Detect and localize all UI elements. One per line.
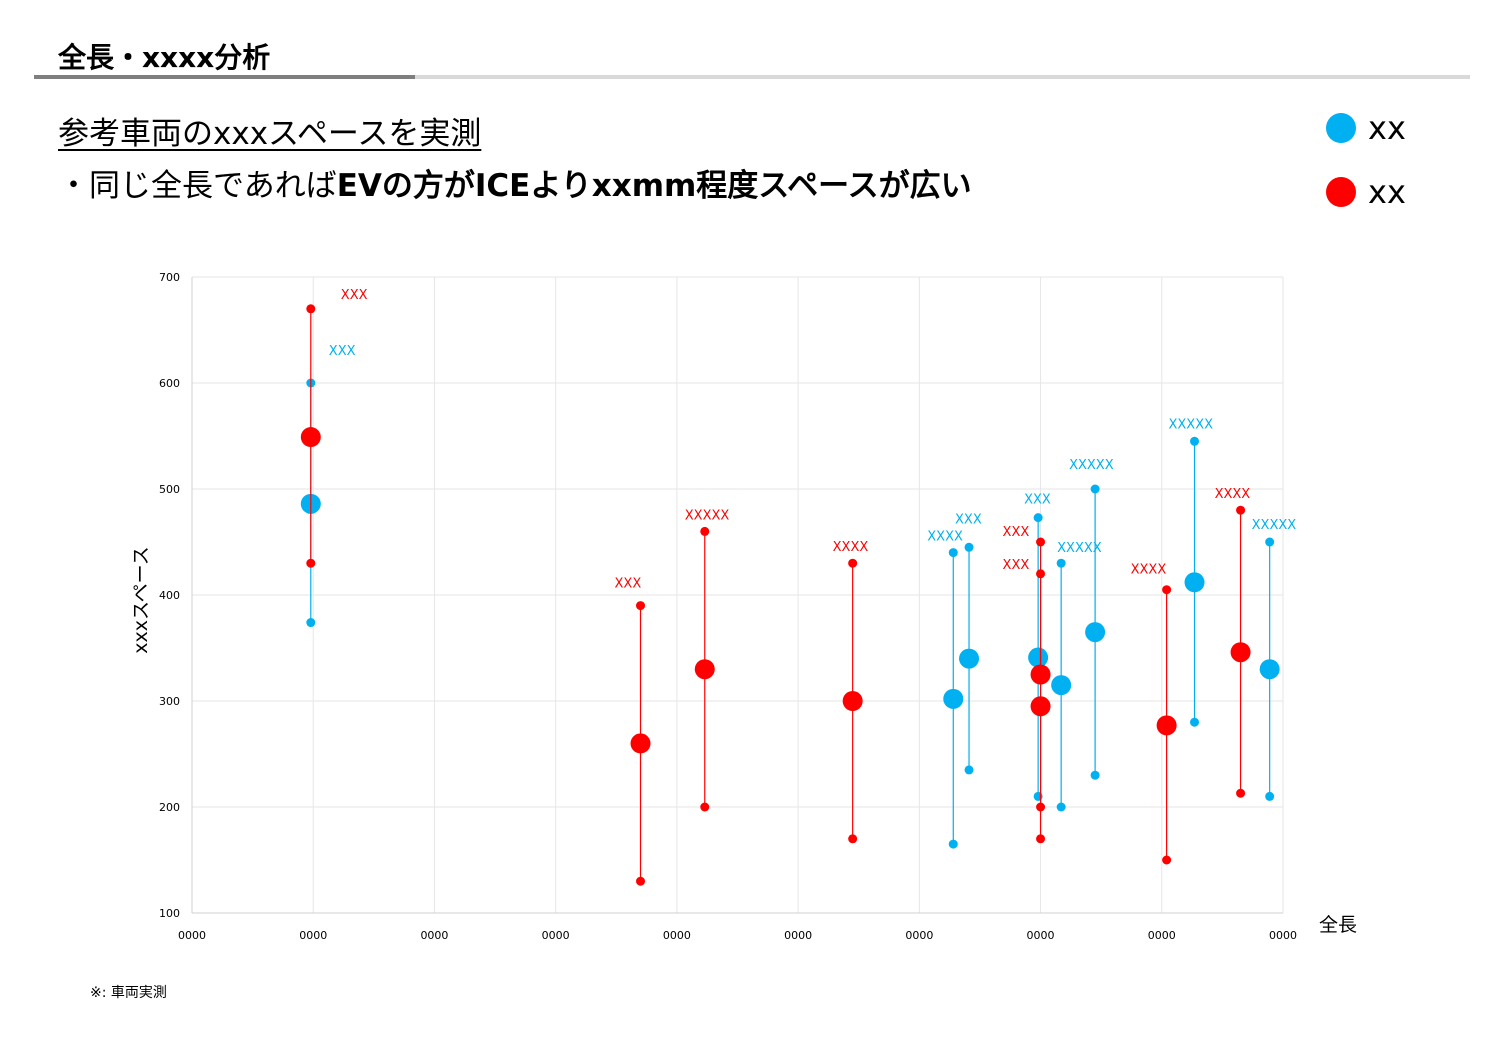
max-point (964, 542, 974, 552)
legend-item-red: xx (1326, 160, 1406, 224)
max-point (1265, 537, 1275, 547)
data-label: XXX (1003, 525, 1030, 540)
min-point (1090, 770, 1100, 780)
y-tick-label: 100 (159, 907, 180, 920)
max-point (1236, 505, 1246, 515)
x-tick-label: 0000 (1148, 929, 1176, 942)
data-label: XXXX (927, 530, 963, 545)
page-title: 全長・xxxx分析 (58, 41, 271, 74)
min-point (1033, 791, 1043, 801)
max-point (1090, 484, 1100, 494)
mid-point (1230, 642, 1251, 663)
data-label: XXX (955, 512, 982, 527)
x-tick-label: 0000 (1027, 929, 1055, 942)
mid-point (1085, 622, 1106, 643)
max-point (948, 548, 958, 558)
min-point (964, 765, 974, 775)
min-point (1162, 855, 1172, 865)
max-point (700, 526, 710, 536)
data-label: XXXX (1215, 487, 1251, 502)
min-point (1236, 788, 1246, 798)
mid-point (630, 733, 651, 754)
x-tick-label: 0000 (1269, 929, 1297, 942)
min-point (1265, 791, 1275, 801)
min-point (306, 618, 316, 628)
legend-label: xx (1368, 173, 1406, 211)
y-tick-label: 700 (159, 271, 180, 284)
data-label: XXXXX (1169, 417, 1214, 432)
mid-point (1259, 659, 1280, 680)
x-tick-label: 0000 (663, 929, 691, 942)
min-point (948, 839, 958, 849)
data-label: XXXX (833, 540, 869, 555)
subheading-prefix: ・同じ全長であれば (58, 168, 337, 204)
y-tick-label: 200 (159, 801, 180, 814)
mid-point (959, 648, 980, 669)
x-tick-label: 0000 (905, 929, 933, 942)
data-label: XXXX (1131, 563, 1167, 578)
data-label: XXX (1024, 493, 1051, 508)
max-point (1056, 558, 1066, 568)
min-point (1190, 717, 1200, 727)
min-point (700, 802, 710, 812)
max-point (1036, 569, 1046, 579)
legend-marker-icon (1326, 113, 1356, 143)
mid-point (300, 427, 321, 448)
max-point (1036, 537, 1046, 547)
x-tick-label: 0000 (542, 929, 570, 942)
data-label: XXX (329, 344, 356, 359)
min-point (636, 876, 646, 886)
mid-point (943, 688, 964, 709)
data-label: XXX (615, 577, 642, 592)
title-divider (34, 75, 1470, 79)
mid-point (694, 659, 715, 680)
mid-point (1156, 715, 1177, 736)
y-tick-label: 500 (159, 483, 180, 496)
max-point (636, 601, 646, 611)
mid-point (842, 691, 863, 711)
title-divider-accent (34, 75, 415, 79)
min-point (1056, 802, 1066, 812)
legend: xx xx (1326, 96, 1406, 224)
min-point (1036, 834, 1046, 844)
max-point (848, 558, 858, 568)
data-label: XXXXX (1069, 458, 1114, 473)
y-tick-label: 400 (159, 589, 180, 602)
x-axis-title: 全長 (1319, 914, 1357, 936)
mid-point (1184, 572, 1205, 593)
data-label: XXX (341, 288, 368, 303)
data-label: XXX (1003, 558, 1030, 573)
data-label: XXXXX (1057, 541, 1102, 556)
mid-point (1030, 696, 1051, 717)
data-label: XXXXX (1252, 518, 1297, 533)
data-label: XXXXX (685, 508, 730, 523)
legend-label: xx (1368, 109, 1406, 147)
min-point (848, 834, 858, 844)
footnote: ※: 車両実測 (90, 985, 167, 1001)
legend-marker-icon (1326, 177, 1356, 207)
x-tick-label: 0000 (178, 929, 206, 942)
x-tick-label: 0000 (784, 929, 812, 942)
y-tick-label: 300 (159, 695, 180, 708)
max-point (1190, 436, 1200, 446)
max-point (1162, 585, 1172, 595)
x-tick-label: 0000 (299, 929, 327, 942)
legend-item-blue: xx (1326, 96, 1406, 160)
section-subheading: ・同じ全長であればEVの方がICEよりxxmm程度スペースが広い (58, 160, 972, 205)
max-point (306, 304, 316, 314)
mid-point (1051, 675, 1072, 696)
mid-point (1028, 647, 1049, 668)
min-point (306, 558, 316, 568)
x-tick-label: 0000 (420, 929, 448, 942)
section-heading: 参考車両のxxxスペースを実測 (58, 116, 482, 152)
subheading-emphasis: EVの方がICEよりxxmm程度スペースが広い (336, 168, 972, 204)
max-point (1033, 513, 1043, 523)
y-axis-title: xxxスペース (130, 546, 152, 653)
y-tick-label: 600 (159, 377, 180, 390)
